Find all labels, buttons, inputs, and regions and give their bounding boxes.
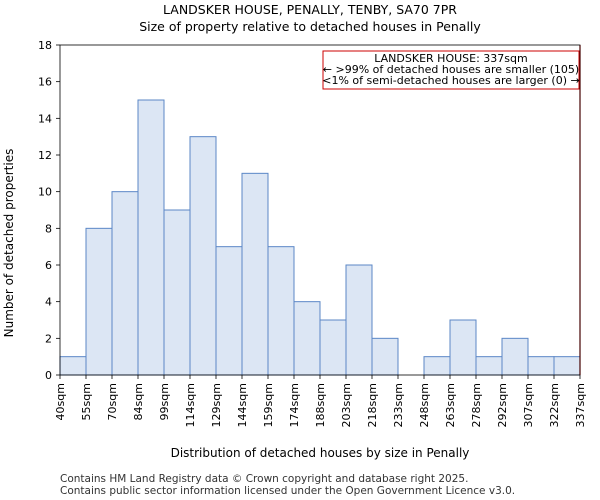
- x-tick-label: 233sqm: [392, 383, 405, 427]
- x-tick-label: 70sqm: [106, 383, 119, 420]
- chart-title: LANDSKER HOUSE, PENALLY, TENBY, SA70 7PR: [163, 2, 457, 17]
- bar-248sqm: [423, 356, 451, 376]
- x-axis-ticks: 40sqm 55sqm 70sqm 84sqm 99sqm 114sqm 129sqm 144…: [54, 375, 587, 427]
- bar-129sqm: [215, 246, 243, 376]
- x-tick-label: 292sqm: [496, 383, 509, 427]
- annotation-box: LANDSKER HOUSE: 337sqm ← >99% of detache…: [322, 50, 580, 90]
- x-tick-label: 174sqm: [288, 383, 301, 427]
- bar-307sqm: [527, 356, 555, 376]
- bar-55sqm: [85, 227, 113, 376]
- bar-278sqm: [475, 356, 503, 376]
- x-tick-label: 263sqm: [444, 383, 457, 427]
- bar-114sqm: [189, 136, 217, 376]
- bar-40sqm: [59, 356, 87, 376]
- x-tick-label: 278sqm: [470, 383, 483, 427]
- bar-70sqm: [111, 191, 139, 376]
- x-tick-label: 129sqm: [210, 383, 223, 427]
- x-tick-label: 99sqm: [158, 383, 171, 420]
- annotation-line-2: ← >99% of detached houses are smaller (1…: [323, 63, 579, 76]
- x-tick-label: 218sqm: [366, 383, 379, 427]
- bar-292sqm: [501, 337, 529, 376]
- y-axis-ticks: 0 2 4 6 8 10 12 14 16 18: [38, 39, 60, 382]
- x-tick-label: 159sqm: [262, 383, 275, 427]
- annotation-line-1: LANDSKER HOUSE: 337sqm: [374, 52, 527, 65]
- bar-144sqm: [241, 172, 269, 376]
- x-tick-label: 322sqm: [548, 383, 561, 427]
- footer: Contains HM Land Registry data © Crown c…: [60, 473, 515, 497]
- bar-203sqm: [345, 264, 373, 376]
- footer-line-2: Contains public sector information licen…: [60, 485, 516, 497]
- x-tick-label: 248sqm: [418, 383, 431, 427]
- y-axis-label: Number of detached properties: [2, 149, 16, 338]
- y-tick-label: 14: [38, 112, 52, 125]
- x-tick-label: 188sqm: [314, 383, 327, 427]
- y-tick-label: 8: [45, 222, 52, 235]
- bar-84sqm: [137, 99, 165, 376]
- bar-263sqm: [449, 319, 477, 376]
- y-tick-label: 6: [45, 259, 52, 272]
- y-tick-label: 12: [38, 149, 52, 162]
- bar-322sqm: [553, 356, 581, 376]
- annotation-line-3: <1% of semi-detached houses are larger (…: [322, 74, 579, 87]
- chart-subtitle: Size of property relative to detached ho…: [139, 19, 481, 34]
- y-tick-label: 4: [45, 296, 52, 309]
- bar-188sqm: [319, 319, 347, 376]
- x-tick-label: 40sqm: [54, 383, 67, 420]
- footer-line-1: Contains HM Land Registry data © Crown c…: [60, 473, 469, 485]
- plot-frame: [59, 44, 581, 376]
- y-tick-label: 10: [38, 186, 52, 199]
- x-tick-label: 84sqm: [132, 383, 145, 420]
- x-tick-label: 203sqm: [340, 383, 353, 427]
- x-tick-label: 307sqm: [522, 383, 535, 427]
- bar-218sqm: [371, 337, 399, 376]
- x-tick-label: 114sqm: [184, 383, 197, 427]
- y-tick-label: 18: [38, 39, 52, 52]
- x-tick-label: 337sqm: [574, 383, 587, 427]
- bar-159sqm: [267, 246, 295, 376]
- x-tick-label: 144sqm: [236, 383, 249, 427]
- y-tick-label: 2: [45, 332, 52, 345]
- x-tick-label: 55sqm: [80, 383, 93, 420]
- y-tick-label: 0: [45, 369, 52, 382]
- x-axis-label: Distribution of detached houses by size …: [171, 446, 470, 460]
- y-tick-label: 16: [38, 76, 52, 89]
- bars: [59, 99, 581, 376]
- bar-174sqm: [293, 301, 321, 376]
- bar-99sqm: [163, 209, 191, 376]
